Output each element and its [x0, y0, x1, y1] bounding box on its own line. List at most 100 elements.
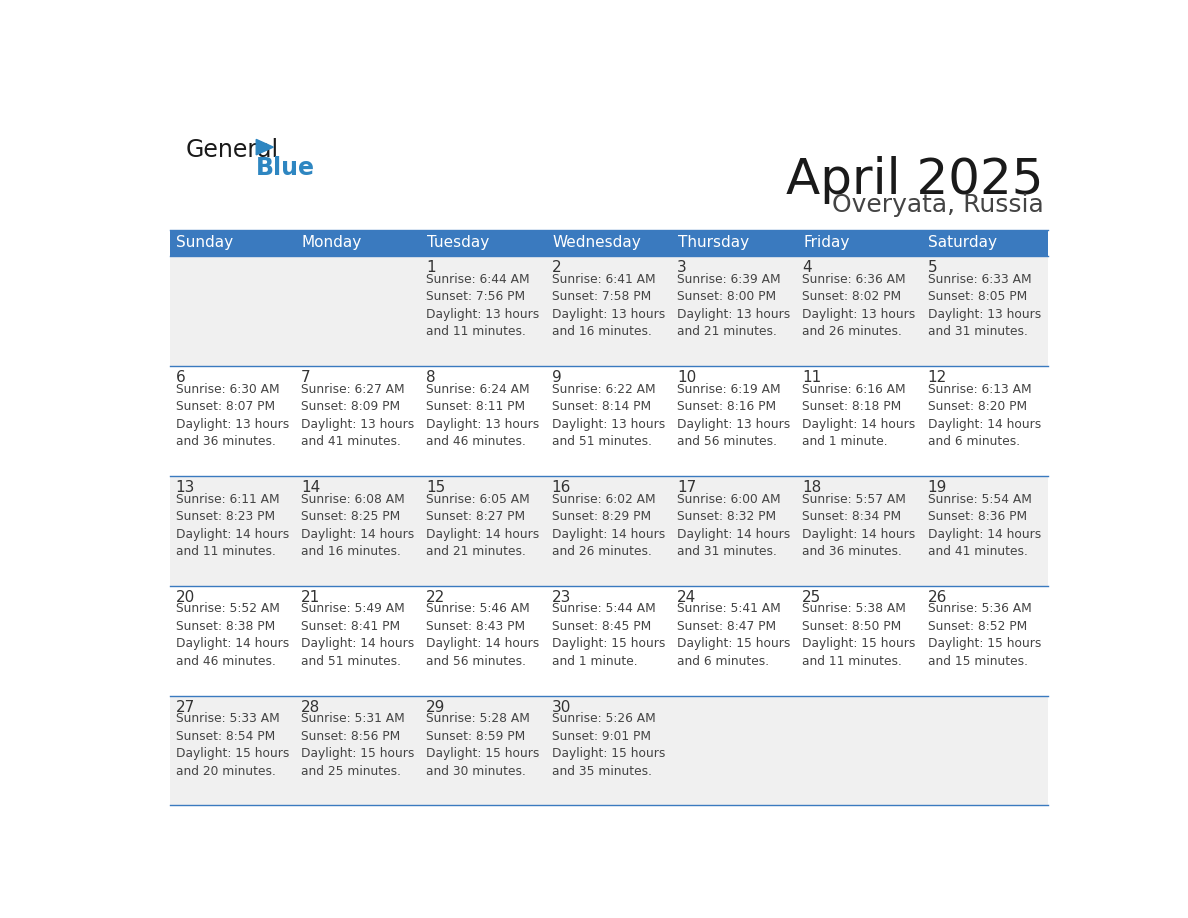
Bar	[922, 476, 1048, 586]
Text: 1: 1	[426, 261, 436, 275]
Bar	[922, 256, 1048, 365]
Text: Sunrise: 6:00 AM
Sunset: 8:32 PM
Daylight: 14 hours
and 31 minutes.: Sunrise: 6:00 AM Sunset: 8:32 PM Dayligh…	[677, 493, 790, 558]
Text: Tuesday: Tuesday	[426, 236, 489, 251]
Text: Sunrise: 5:31 AM
Sunset: 8:56 PM
Daylight: 15 hours
and 25 minutes.: Sunrise: 5:31 AM Sunset: 8:56 PM Dayligh…	[301, 712, 415, 778]
Text: 21: 21	[301, 590, 321, 605]
Bar	[296, 230, 421, 256]
Bar	[296, 365, 421, 476]
Text: Wednesday: Wednesday	[552, 236, 642, 251]
Text: Friday: Friday	[803, 236, 849, 251]
Bar	[922, 696, 1048, 805]
Bar	[797, 230, 922, 256]
Bar	[296, 256, 421, 365]
Text: Thursday: Thursday	[677, 236, 748, 251]
Text: Sunrise: 6:13 AM
Sunset: 8:20 PM
Daylight: 14 hours
and 6 minutes.: Sunrise: 6:13 AM Sunset: 8:20 PM Dayligh…	[928, 383, 1041, 448]
Text: Sunrise: 6:41 AM
Sunset: 7:58 PM
Daylight: 13 hours
and 16 minutes.: Sunrise: 6:41 AM Sunset: 7:58 PM Dayligh…	[551, 273, 665, 338]
Text: 11: 11	[802, 370, 822, 386]
Text: 5: 5	[928, 261, 937, 275]
Bar	[671, 586, 797, 696]
Text: 20: 20	[176, 590, 195, 605]
Bar	[671, 476, 797, 586]
Text: Sunrise: 6:24 AM
Sunset: 8:11 PM
Daylight: 13 hours
and 46 minutes.: Sunrise: 6:24 AM Sunset: 8:11 PM Dayligh…	[426, 383, 539, 448]
Bar	[922, 230, 1048, 256]
Bar	[421, 476, 546, 586]
Text: Sunrise: 5:38 AM
Sunset: 8:50 PM
Daylight: 15 hours
and 11 minutes.: Sunrise: 5:38 AM Sunset: 8:50 PM Dayligh…	[802, 602, 916, 668]
Text: Sunrise: 5:49 AM
Sunset: 8:41 PM
Daylight: 14 hours
and 51 minutes.: Sunrise: 5:49 AM Sunset: 8:41 PM Dayligh…	[301, 602, 415, 668]
Text: 4: 4	[802, 261, 811, 275]
Text: Monday: Monday	[302, 236, 362, 251]
Text: 17: 17	[677, 480, 696, 495]
Bar	[797, 365, 922, 476]
Bar	[671, 256, 797, 365]
Text: Sunrise: 5:46 AM
Sunset: 8:43 PM
Daylight: 14 hours
and 56 minutes.: Sunrise: 5:46 AM Sunset: 8:43 PM Dayligh…	[426, 602, 539, 668]
Text: 26: 26	[928, 590, 947, 605]
Bar	[296, 586, 421, 696]
Text: Sunrise: 6:22 AM
Sunset: 8:14 PM
Daylight: 13 hours
and 51 minutes.: Sunrise: 6:22 AM Sunset: 8:14 PM Dayligh…	[551, 383, 665, 448]
Bar	[797, 476, 922, 586]
Text: 12: 12	[928, 370, 947, 386]
Text: 3: 3	[677, 261, 687, 275]
Bar	[546, 476, 671, 586]
Text: 10: 10	[677, 370, 696, 386]
Text: 2: 2	[551, 261, 561, 275]
Bar	[170, 696, 296, 805]
Bar	[421, 696, 546, 805]
Bar	[797, 256, 922, 365]
Text: 7: 7	[301, 370, 310, 386]
Text: 18: 18	[802, 480, 822, 495]
Bar	[797, 586, 922, 696]
Text: Sunrise: 5:33 AM
Sunset: 8:54 PM
Daylight: 15 hours
and 20 minutes.: Sunrise: 5:33 AM Sunset: 8:54 PM Dayligh…	[176, 712, 289, 778]
Text: General: General	[185, 138, 279, 162]
Text: 23: 23	[551, 590, 571, 605]
Text: 28: 28	[301, 700, 321, 715]
Text: Sunrise: 6:27 AM
Sunset: 8:09 PM
Daylight: 13 hours
and 41 minutes.: Sunrise: 6:27 AM Sunset: 8:09 PM Dayligh…	[301, 383, 415, 448]
Text: Sunrise: 6:39 AM
Sunset: 8:00 PM
Daylight: 13 hours
and 21 minutes.: Sunrise: 6:39 AM Sunset: 8:00 PM Dayligh…	[677, 273, 790, 338]
Text: Sunrise: 6:30 AM
Sunset: 8:07 PM
Daylight: 13 hours
and 36 minutes.: Sunrise: 6:30 AM Sunset: 8:07 PM Dayligh…	[176, 383, 289, 448]
Text: 30: 30	[551, 700, 571, 715]
Text: Sunrise: 5:54 AM
Sunset: 8:36 PM
Daylight: 14 hours
and 41 minutes.: Sunrise: 5:54 AM Sunset: 8:36 PM Dayligh…	[928, 493, 1041, 558]
Text: Sunrise: 5:41 AM
Sunset: 8:47 PM
Daylight: 15 hours
and 6 minutes.: Sunrise: 5:41 AM Sunset: 8:47 PM Dayligh…	[677, 602, 790, 668]
Text: Sunrise: 5:57 AM
Sunset: 8:34 PM
Daylight: 14 hours
and 36 minutes.: Sunrise: 5:57 AM Sunset: 8:34 PM Dayligh…	[802, 493, 916, 558]
Text: Sunrise: 6:33 AM
Sunset: 8:05 PM
Daylight: 13 hours
and 31 minutes.: Sunrise: 6:33 AM Sunset: 8:05 PM Dayligh…	[928, 273, 1041, 338]
Text: 13: 13	[176, 480, 195, 495]
Bar	[546, 696, 671, 805]
Text: 8: 8	[426, 370, 436, 386]
Text: 9: 9	[551, 370, 562, 386]
Bar	[421, 256, 546, 365]
Polygon shape	[257, 140, 273, 155]
Text: Sunrise: 6:02 AM
Sunset: 8:29 PM
Daylight: 14 hours
and 26 minutes.: Sunrise: 6:02 AM Sunset: 8:29 PM Dayligh…	[551, 493, 665, 558]
Bar	[421, 586, 546, 696]
Bar	[922, 365, 1048, 476]
Text: 14: 14	[301, 480, 321, 495]
Bar	[546, 256, 671, 365]
Bar	[421, 230, 546, 256]
Text: Sunrise: 5:36 AM
Sunset: 8:52 PM
Daylight: 15 hours
and 15 minutes.: Sunrise: 5:36 AM Sunset: 8:52 PM Dayligh…	[928, 602, 1041, 668]
Bar	[671, 696, 797, 805]
Text: Sunrise: 6:05 AM
Sunset: 8:27 PM
Daylight: 14 hours
and 21 minutes.: Sunrise: 6:05 AM Sunset: 8:27 PM Dayligh…	[426, 493, 539, 558]
Bar	[170, 365, 296, 476]
Text: Sunrise: 6:44 AM
Sunset: 7:56 PM
Daylight: 13 hours
and 11 minutes.: Sunrise: 6:44 AM Sunset: 7:56 PM Dayligh…	[426, 273, 539, 338]
Bar	[296, 696, 421, 805]
Bar	[797, 696, 922, 805]
Text: Sunrise: 6:11 AM
Sunset: 8:23 PM
Daylight: 14 hours
and 11 minutes.: Sunrise: 6:11 AM Sunset: 8:23 PM Dayligh…	[176, 493, 289, 558]
Text: 24: 24	[677, 590, 696, 605]
Bar	[546, 365, 671, 476]
Text: Sunday: Sunday	[176, 236, 234, 251]
Bar	[170, 586, 296, 696]
Text: Sunrise: 5:44 AM
Sunset: 8:45 PM
Daylight: 15 hours
and 1 minute.: Sunrise: 5:44 AM Sunset: 8:45 PM Dayligh…	[551, 602, 665, 668]
Text: Sunrise: 6:19 AM
Sunset: 8:16 PM
Daylight: 13 hours
and 56 minutes.: Sunrise: 6:19 AM Sunset: 8:16 PM Dayligh…	[677, 383, 790, 448]
Text: 16: 16	[551, 480, 571, 495]
Bar	[922, 586, 1048, 696]
Bar	[170, 230, 296, 256]
Text: April 2025: April 2025	[786, 156, 1043, 205]
Text: 25: 25	[802, 590, 822, 605]
Text: Blue: Blue	[257, 156, 315, 180]
Text: Sunrise: 5:52 AM
Sunset: 8:38 PM
Daylight: 14 hours
and 46 minutes.: Sunrise: 5:52 AM Sunset: 8:38 PM Dayligh…	[176, 602, 289, 668]
Bar	[546, 586, 671, 696]
Bar	[170, 256, 296, 365]
Text: 6: 6	[176, 370, 185, 386]
Text: Saturday: Saturday	[928, 236, 998, 251]
Text: 29: 29	[426, 700, 446, 715]
Bar	[546, 230, 671, 256]
Bar	[296, 476, 421, 586]
